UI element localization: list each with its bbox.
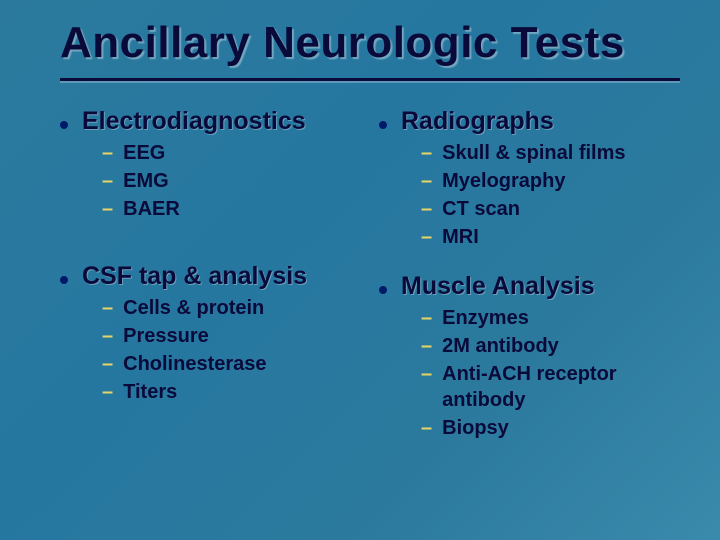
sub-list: –Enzymes –2M antibody –Anti-ACH receptor…	[421, 305, 680, 441]
sub-label: Biopsy	[442, 415, 509, 441]
dash-icon: –	[102, 140, 113, 166]
dash-icon: –	[102, 323, 113, 349]
dash-icon: –	[421, 361, 432, 387]
dash-icon: –	[102, 168, 113, 194]
sub-list: –Cells & protein –Pressure –Cholinestera…	[102, 295, 361, 405]
sub-label: BAER	[123, 196, 180, 222]
dash-icon: –	[421, 305, 432, 331]
main-label: Radiographs	[401, 107, 554, 136]
main-label: Muscle Analysis	[401, 272, 595, 301]
sub-label: 2M antibody	[442, 333, 559, 359]
dash-icon: –	[421, 168, 432, 194]
sub-list: –EEG –EMG –BAER	[102, 140, 361, 222]
list-item: –2M antibody	[421, 333, 680, 359]
list-item: –Anti-ACH receptor antibody	[421, 361, 680, 413]
list-item: –EMG	[102, 168, 361, 194]
list-item: –MRI	[421, 224, 680, 250]
main-label: Electrodiagnostics	[82, 107, 306, 136]
right-column: Radiographs –Skull & spinal films –Myelo…	[379, 107, 680, 463]
sub-label: CT scan	[442, 196, 520, 222]
dash-icon: –	[421, 224, 432, 250]
main-item-muscle: Muscle Analysis	[379, 272, 680, 301]
main-item-csf: CSF tap & analysis	[60, 262, 361, 291]
sub-label: Myelography	[442, 168, 565, 194]
sub-label: EEG	[123, 140, 165, 166]
sub-label: Cells & protein	[123, 295, 264, 321]
slide-container: Ancillary Neurologic Tests Electrodiagno…	[0, 0, 720, 540]
list-item: –Cells & protein	[102, 295, 361, 321]
sub-label: Anti-ACH receptor antibody	[442, 361, 680, 413]
spacer	[60, 244, 361, 262]
main-label: CSF tap & analysis	[82, 262, 307, 291]
main-item-radiographs: Radiographs	[379, 107, 680, 136]
list-item: –Pressure	[102, 323, 361, 349]
bullet-icon	[379, 121, 387, 129]
sub-label: Titers	[123, 379, 177, 405]
sub-list: –Skull & spinal films –Myelography –CT s…	[421, 140, 680, 250]
dash-icon: –	[102, 379, 113, 405]
dash-icon: –	[421, 333, 432, 359]
bullet-icon	[379, 286, 387, 294]
sub-label: Enzymes	[442, 305, 529, 331]
sub-label: Cholinesterase	[123, 351, 266, 377]
sub-label: MRI	[442, 224, 479, 250]
list-item: –Myelography	[421, 168, 680, 194]
list-item: –EEG	[102, 140, 361, 166]
list-item: –Cholinesterase	[102, 351, 361, 377]
main-item-electrodiagnostics: Electrodiagnostics	[60, 107, 361, 136]
dash-icon: –	[102, 351, 113, 377]
list-item: –Titers	[102, 379, 361, 405]
list-item: –Enzymes	[421, 305, 680, 331]
slide-title: Ancillary Neurologic Tests	[60, 18, 680, 68]
dash-icon: –	[102, 196, 113, 222]
left-column: Electrodiagnostics –EEG –EMG –BAER CSF t…	[60, 107, 361, 463]
title-underline	[60, 78, 680, 81]
list-item: –CT scan	[421, 196, 680, 222]
bullet-icon	[60, 121, 68, 129]
sub-label: EMG	[123, 168, 169, 194]
dash-icon: –	[421, 196, 432, 222]
bullet-icon	[60, 276, 68, 284]
dash-icon: –	[421, 415, 432, 441]
content-columns: Electrodiagnostics –EEG –EMG –BAER CSF t…	[60, 107, 680, 463]
sub-label: Skull & spinal films	[442, 140, 625, 166]
list-item: –Skull & spinal films	[421, 140, 680, 166]
list-item: –Biopsy	[421, 415, 680, 441]
dash-icon: –	[421, 140, 432, 166]
sub-label: Pressure	[123, 323, 209, 349]
dash-icon: –	[102, 295, 113, 321]
list-item: –BAER	[102, 196, 361, 222]
